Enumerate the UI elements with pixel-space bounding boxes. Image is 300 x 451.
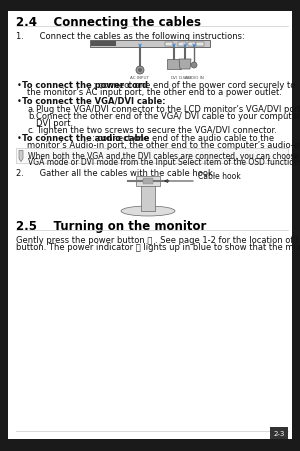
Bar (16, 149, 288, 164)
Text: •: • (17, 97, 22, 106)
Text: To connect the VGA/DVI cable:: To connect the VGA/DVI cable: (22, 97, 166, 106)
Bar (196, 42, 204, 46)
Text: : connect one end of the power cord securely to: : connect one end of the power cord secu… (93, 81, 296, 90)
Text: Plug the VGA/DVI connector to the LCD monitor’s VGA/DVI port.: Plug the VGA/DVI connector to the LCD mo… (36, 105, 300, 114)
Text: DVI port.: DVI port. (36, 119, 73, 128)
Text: : connect one end of the audio cable to the: : connect one end of the audio cable to … (92, 133, 274, 143)
Bar (141, 184, 155, 212)
Text: 2-3: 2-3 (273, 430, 285, 436)
Text: c.: c. (28, 126, 35, 135)
Bar (178, 42, 186, 46)
Text: button. The power indicator ⏻ lights up in blue to show that the monitor is ON.: button. The power indicator ⏻ lights up … (16, 243, 300, 252)
Circle shape (191, 63, 197, 69)
Text: DVI: DVI (170, 76, 178, 80)
Text: b.: b. (28, 112, 36, 121)
Bar (188, 42, 196, 46)
Text: To connect the audio cable: To connect the audio cable (22, 133, 149, 143)
Text: When both the VGA and the DVI cables are connected, you can choose either: When both the VGA and the DVI cables are… (28, 152, 300, 161)
Text: 2.4    Connecting the cables: 2.4 Connecting the cables (16, 16, 201, 29)
Polygon shape (179, 60, 191, 70)
Text: 1.      Connect the cables as the following instructions:: 1. Connect the cables as the following i… (16, 32, 245, 41)
Text: 2.5    Turning on the monitor: 2.5 Turning on the monitor (16, 220, 206, 232)
Bar (91, 42, 116, 47)
Bar (136, 177, 160, 187)
Text: •: • (17, 133, 22, 143)
Text: 2.      Gather all the cables with the cable hook.: 2. Gather all the cables with the cable … (16, 169, 215, 178)
Text: D-SUB: D-SUB (178, 76, 192, 80)
Bar (90, 41, 210, 48)
Text: monitor’s Audio-in port, the other end to the computer’s audio-out port.: monitor’s Audio-in port, the other end t… (27, 141, 300, 150)
Text: •: • (17, 81, 22, 90)
Text: the monitor’s AC input port, the other end to a power outlet.: the monitor’s AC input port, the other e… (27, 88, 282, 97)
FancyBboxPatch shape (167, 60, 181, 70)
Bar (165, 42, 173, 46)
Text: To connect the power cord: To connect the power cord (22, 81, 148, 90)
Ellipse shape (121, 207, 175, 216)
Text: AUDIO IN: AUDIO IN (184, 76, 203, 80)
Text: Tighten the two screws to secure the VGA/DVI connector.: Tighten the two screws to secure the VGA… (36, 126, 277, 135)
Bar (143, 179, 153, 184)
Text: Gently press the power button ⏻ . See page 1-2 for the location of the power: Gently press the power button ⏻ . See pa… (16, 235, 300, 244)
Circle shape (136, 67, 144, 75)
Circle shape (138, 69, 142, 73)
Text: a.: a. (28, 105, 36, 114)
Text: VGA mode or DVI mode from the Input Select item of the OSD functions.: VGA mode or DVI mode from the Input Sele… (28, 158, 300, 166)
Polygon shape (19, 151, 23, 162)
Text: Connect the other end of the VGA/ DVI cable to your computer’s VGA/: Connect the other end of the VGA/ DVI ca… (36, 112, 300, 121)
Bar (270, 427, 288, 439)
Text: AC INPUT: AC INPUT (130, 76, 149, 80)
Text: Cable hook: Cable hook (198, 172, 241, 180)
